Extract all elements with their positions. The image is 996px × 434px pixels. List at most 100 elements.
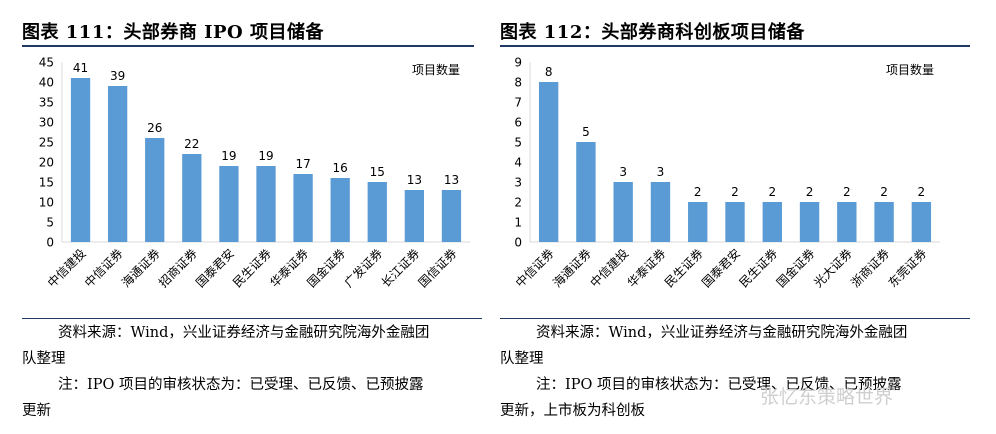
bar-chart: 0 1 2 3 4 5 6 7 8 9 8 中信证券 5 海通证券 3 中信建投 3 华泰证券 2 民生证券 2 国泰君安…	[512, 56, 940, 291]
x-tick-label: 招商证券	[155, 246, 200, 291]
y-tick-label: 5	[514, 136, 522, 150]
note-line-2: 更新，上市板为科创板	[500, 403, 645, 419]
y-tick-label: 2	[514, 196, 522, 210]
source-note: 资料来源：Wind，兴业证券经济与金融研究院海外金融团 队整理	[22, 320, 496, 372]
y-tick-label: 0	[46, 236, 54, 250]
x-tick-label: 海通证券	[549, 246, 594, 291]
bar	[107, 86, 128, 242]
bar	[650, 182, 671, 242]
data-label: 3	[657, 165, 665, 179]
data-label: 3	[619, 165, 627, 179]
y-tick-label: 6	[514, 116, 522, 130]
note-line-2: 更新	[22, 403, 51, 419]
x-tick-label: 华泰证券	[624, 246, 669, 291]
x-tick-label: 华泰证券	[267, 246, 312, 291]
x-tick-label: 东莞证券	[885, 246, 930, 291]
data-label: 16	[333, 161, 348, 175]
y-tick-label: 35	[39, 96, 54, 110]
x-tick-label: 民生证券	[736, 246, 781, 291]
data-label: 2	[880, 185, 888, 199]
y-tick-label: 20	[39, 156, 54, 170]
bar	[182, 154, 202, 242]
bar	[613, 182, 633, 242]
x-tick-label: 海通证券	[118, 246, 163, 291]
bar	[256, 166, 276, 242]
chart-panel-left: 图表 111：头部券商 IPO 项目储备 0 5 10 15 20 25 30 35 40 45 4…	[22, 0, 496, 434]
x-tick-label: 广发证券	[341, 246, 386, 291]
figure-title: 图表 111：头部券商 IPO 项目储备	[22, 22, 325, 43]
y-tick-label: 30	[39, 116, 54, 130]
data-label: 2	[768, 185, 776, 199]
y-tick-label: 5	[46, 216, 54, 230]
data-label: 19	[258, 149, 273, 163]
bar	[145, 138, 165, 242]
y-tick-label: 1	[514, 216, 522, 230]
data-label: 26	[147, 121, 162, 135]
x-tick-label: 中信建投	[44, 246, 89, 291]
y-tick-label: 0	[514, 236, 522, 250]
y-tick-label: 8	[514, 76, 522, 90]
x-tick-label: 国泰君安	[699, 246, 744, 291]
bar	[404, 190, 425, 242]
title-rule	[500, 45, 970, 47]
x-tick-label: 中信证券	[81, 246, 126, 291]
bar	[762, 202, 782, 242]
x-tick-label: 国泰君安	[192, 246, 237, 291]
chart-panel-right: 图表 112：头部券商科创板项目储备 0 1 2 3 4 5 6 7 8 9 8 中信证券 5 海通证券 3…	[500, 0, 974, 434]
data-label: 13	[444, 173, 459, 187]
source-line-1: 资料来源：Wind，兴业证券经济与金融研究院海外金融团	[58, 325, 430, 341]
x-tick-label: 国金证券	[304, 246, 349, 291]
figure-title: 图表 112：头部券商科创板项目储备	[500, 22, 805, 43]
y-tick-label: 10	[39, 196, 54, 210]
bar	[576, 142, 596, 242]
x-tick-label: 光大证券	[810, 246, 855, 291]
bar	[538, 82, 559, 242]
x-tick-label: 中信建投	[587, 246, 632, 291]
data-label: 8	[545, 65, 553, 79]
y-tick-label: 4	[514, 156, 522, 170]
status-note: 注：IPO 项目的审核状态为：已受理、已反馈、已预披露 更新	[22, 372, 496, 424]
y-tick-label: 40	[39, 76, 54, 90]
data-label: 2	[843, 185, 851, 199]
footer-rule	[22, 318, 482, 319]
bar	[70, 78, 91, 242]
watermark: 张忆东策略世界	[760, 386, 894, 408]
source-line-2: 队整理	[500, 351, 544, 367]
bar-chart: 0 5 10 15 20 25 30 35 40 45 41 中信建投 39 中信证券 26 海通证券 22 招商…	[39, 56, 470, 291]
bar	[874, 202, 894, 242]
bar	[441, 190, 462, 242]
bar	[367, 182, 387, 242]
source-line-1: 资料来源：Wind，兴业证券经济与金融研究院海外金融团	[536, 325, 908, 341]
source-line-2: 队整理	[22, 351, 66, 367]
x-tick-label: 民生证券	[230, 246, 275, 291]
footer-rule	[500, 318, 970, 319]
bar	[911, 202, 932, 242]
data-label: 15	[370, 165, 385, 179]
x-tick-label: 长江证券	[378, 246, 423, 291]
y-tick-label: 3	[514, 176, 522, 190]
x-tick-label: 中信证券	[512, 246, 557, 291]
bar	[688, 202, 708, 242]
data-label: 41	[73, 61, 88, 75]
bar	[330, 178, 350, 242]
data-label: 22	[184, 137, 199, 151]
data-label: 2	[806, 185, 814, 199]
bar	[799, 202, 820, 242]
legend-label: 项目数量	[412, 62, 460, 77]
bar	[725, 202, 745, 242]
bar	[837, 202, 857, 242]
x-tick-label: 民生证券	[661, 246, 706, 291]
x-tick-label: 国信证券	[415, 246, 460, 291]
data-label: 17	[295, 157, 310, 171]
bar	[293, 174, 313, 242]
status-note: 注：IPO 项目的审核状态为：已受理、已反馈、已预披露 更新，上市板为科创板	[500, 372, 974, 424]
data-label: 39	[110, 69, 125, 83]
y-tick-label: 7	[514, 96, 522, 110]
note-line-1: 注：IPO 项目的审核状态为：已受理、已反馈、已预披露	[58, 377, 424, 393]
y-tick-label: 9	[514, 56, 522, 70]
data-label: 13	[407, 173, 422, 187]
x-tick-label: 浙商证券	[848, 246, 893, 291]
data-label: 19	[221, 149, 236, 163]
y-tick-label: 15	[39, 176, 54, 190]
y-tick-label: 45	[39, 56, 54, 70]
